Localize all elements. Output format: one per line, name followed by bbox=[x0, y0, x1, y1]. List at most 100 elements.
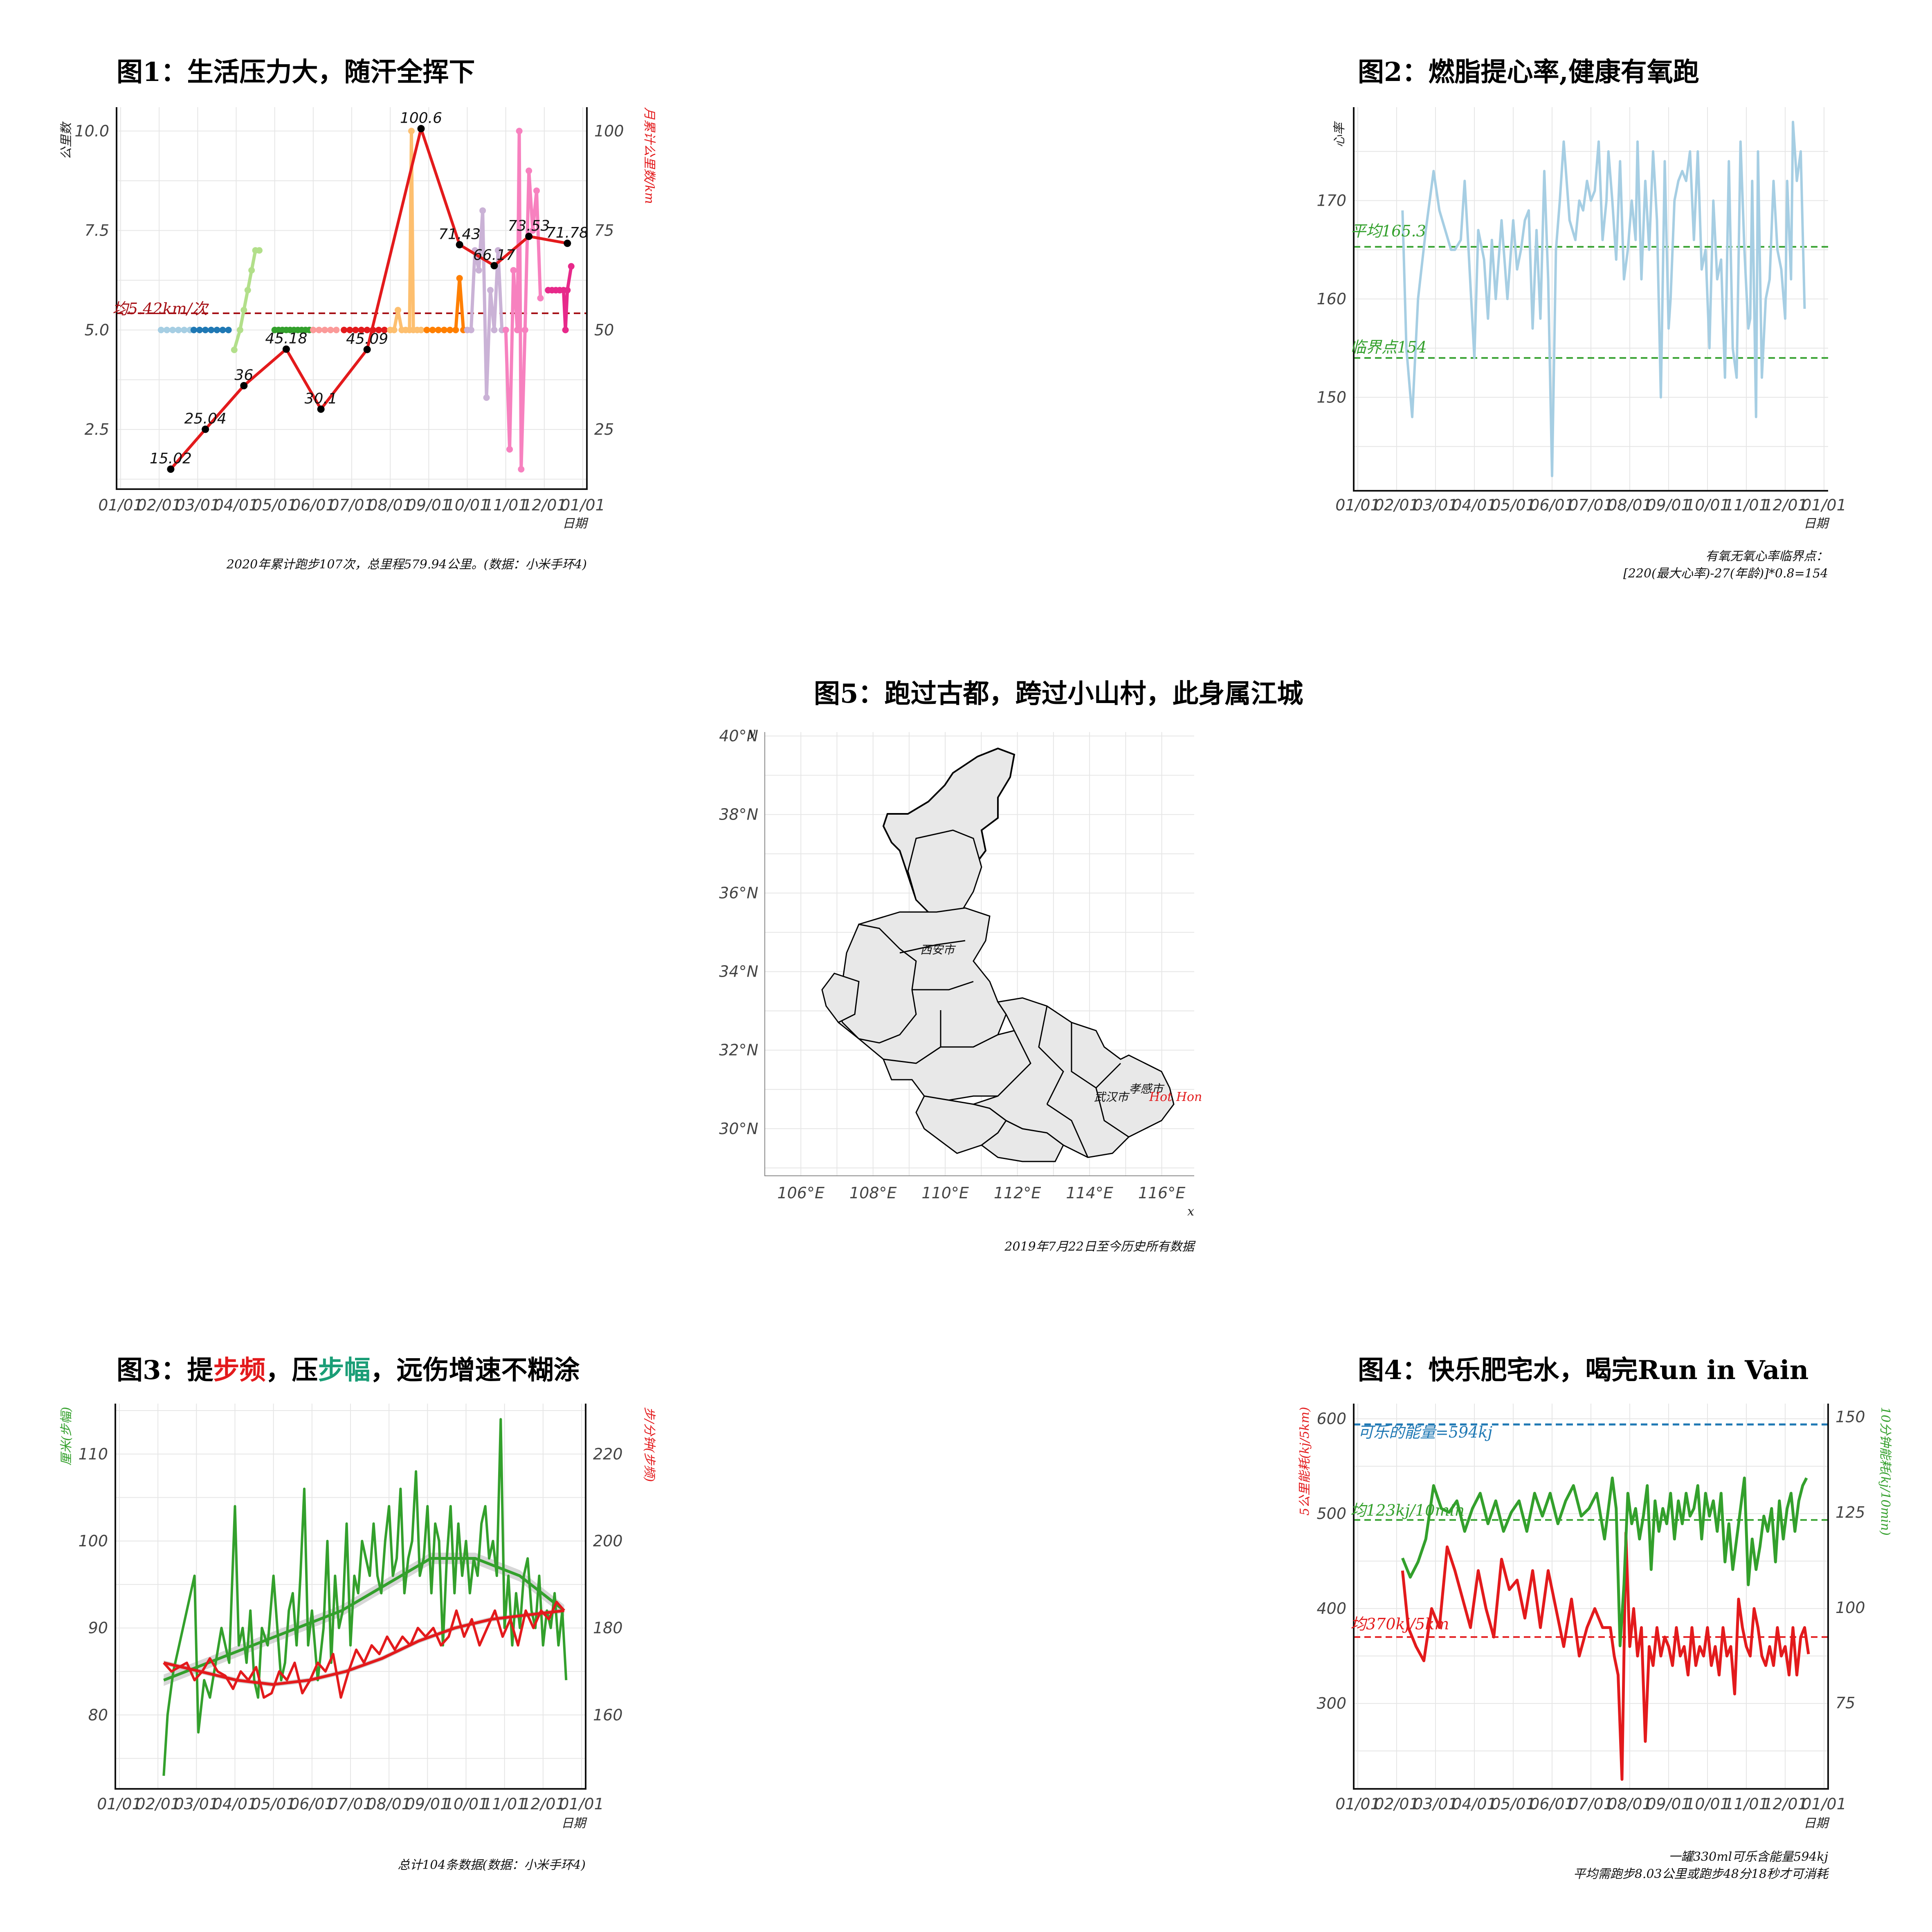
panel-4-grid bbox=[1354, 1404, 1828, 1789]
run-point bbox=[310, 326, 317, 333]
monthly-point bbox=[317, 405, 325, 413]
panel-3-confidence-band bbox=[164, 1552, 564, 1687]
y-tick-label: 40°N bbox=[719, 727, 758, 745]
y-tick-label-right: 220 bbox=[593, 1445, 623, 1463]
y-tick-label-right: 75 bbox=[594, 222, 614, 240]
y-tick-label-left: 10.0 bbox=[74, 122, 109, 140]
x-tick-label: 11/01 bbox=[482, 1795, 527, 1813]
run-point bbox=[190, 326, 197, 333]
panel-2-heart-rate-series bbox=[1401, 121, 1806, 477]
x-tick-label: 10/01 bbox=[1685, 1795, 1730, 1813]
run-point bbox=[533, 187, 540, 194]
run-point bbox=[429, 326, 436, 333]
monthly-point bbox=[202, 425, 209, 433]
panel-5-x-ticks: 106°E 108°E 110°E 112°E 114°E 116°E bbox=[777, 1184, 1185, 1202]
panel-3-y-ticks-left: 80 90 100 110 bbox=[78, 1445, 108, 1724]
monthly-point bbox=[417, 125, 425, 133]
y-tick-label-right: 200 bbox=[593, 1532, 623, 1550]
map-region-yanan bbox=[907, 829, 982, 917]
y-tick-label: 160 bbox=[1316, 290, 1346, 308]
panel-3-caption: 总计104条数据(数据：小米手环4) bbox=[398, 1858, 586, 1872]
y-tick-label: 30°N bbox=[719, 1120, 758, 1138]
panel-4-y-ticks-right: 75 100 125 150 bbox=[1835, 1408, 1865, 1712]
panel-1-monthly-cumulative-series: 15.02 25.04 36 45.18 30.1 45.09 100.6 71.43 66.1… bbox=[150, 110, 589, 473]
run-point bbox=[315, 326, 322, 333]
x-tick-label: 07/01 bbox=[329, 496, 374, 514]
x-tick-label: 12/01 bbox=[522, 496, 567, 514]
run-point bbox=[364, 326, 371, 333]
panel-3-title-part-1: 图3：提 bbox=[117, 1355, 213, 1386]
run-point bbox=[225, 326, 232, 333]
run-point bbox=[395, 307, 401, 314]
x-tick-label: 06/01 bbox=[1530, 1795, 1575, 1813]
x-tick-label: 01/01 bbox=[98, 496, 143, 514]
monthly-value-label: 30.1 bbox=[305, 390, 337, 407]
x-tick-label: 06/01 bbox=[291, 496, 336, 514]
panel-4-x-ticks: 01/0102/0103/0104/0105/0106/0107/0108/01… bbox=[1335, 1795, 1847, 1813]
panel-5-y-ticks: 30°N 32°N 34°N 36°N 38°N 40°N bbox=[719, 727, 758, 1138]
y-tick-label-right: 160 bbox=[593, 1706, 623, 1724]
run-point bbox=[516, 128, 523, 135]
panel-1-title: 图1：生活压力大，随汗全挥下 bbox=[117, 57, 475, 88]
run-point bbox=[494, 247, 501, 254]
panel-1-y-left-label: 公里数 bbox=[59, 121, 74, 160]
x-tick-label: 09/01 bbox=[1646, 496, 1691, 514]
panel-3-title-part-2: 步频 bbox=[213, 1355, 266, 1386]
monthly-point bbox=[167, 465, 175, 473]
x-tick-label: 01/01 bbox=[559, 1795, 604, 1813]
run-point bbox=[526, 167, 532, 174]
x-tick-label: 11/01 bbox=[1724, 496, 1769, 514]
y-tick-label-left: 500 bbox=[1316, 1505, 1346, 1523]
panel-2-caption-line-2: [220(最大心率)-27(年龄)]*0.8=154 bbox=[1623, 566, 1828, 581]
x-tick-label: 110°E bbox=[921, 1184, 969, 1202]
panel-4-caption-line-1: 一罐330ml可乐含能量594kj bbox=[1669, 1850, 1828, 1864]
run-point bbox=[529, 227, 536, 234]
trend-line bbox=[163, 1557, 565, 1682]
run-point bbox=[564, 287, 571, 294]
panel-5-caption: 2019年7月22日至今历史所有数据 bbox=[1004, 1240, 1196, 1254]
x-tick-label: 02/01 bbox=[1374, 496, 1419, 514]
x-tick-label: 114°E bbox=[1066, 1184, 1113, 1202]
run-point bbox=[164, 326, 170, 333]
run-point bbox=[213, 326, 220, 333]
run-point bbox=[423, 326, 430, 333]
panel-1-run-series bbox=[157, 128, 575, 473]
x-tick-label: 01/01 bbox=[1335, 496, 1380, 514]
y-tick-label-right: 125 bbox=[1835, 1503, 1865, 1521]
heart-rate-line bbox=[1401, 121, 1806, 477]
x-tick-label: 116°E bbox=[1138, 1184, 1186, 1202]
run-point bbox=[521, 326, 528, 333]
x-tick-label: 05/01 bbox=[251, 1795, 296, 1813]
province-map bbox=[821, 747, 1175, 1162]
panel-2-average-label: 平均165.3 bbox=[1350, 222, 1426, 240]
panel-4-y-ticks-left: 300 400 500 600 bbox=[1316, 1410, 1346, 1712]
run-point bbox=[506, 446, 513, 453]
panel-1-average-label: 均5.42km/次 bbox=[112, 300, 209, 318]
run-point bbox=[562, 326, 569, 333]
map-label-red: Hot Hon bbox=[1149, 1090, 1202, 1104]
monthly-value-label: 45.09 bbox=[346, 331, 388, 348]
panel-3-y-right-label: 步/分钟(步频) bbox=[642, 1407, 656, 1482]
x-tick-label: 02/01 bbox=[137, 496, 182, 514]
panel-1-x-label: 日期 bbox=[562, 517, 589, 531]
y-tick-label: 32°N bbox=[719, 1041, 758, 1059]
x-tick-label: 04/01 bbox=[1452, 1795, 1497, 1813]
panel-4-y-right-label: 10分钟能耗(kj/10min) bbox=[1878, 1407, 1892, 1536]
x-tick-label: 112°E bbox=[994, 1184, 1041, 1202]
panel-1-caption: 2020年累计跑步107次，总里程579.94公里。(数据：小米手环4) bbox=[226, 557, 587, 572]
run-line bbox=[504, 129, 542, 471]
x-tick-label: 08/01 bbox=[368, 496, 413, 514]
y-tick-label-left: 600 bbox=[1316, 1410, 1346, 1428]
run-point bbox=[181, 326, 188, 333]
panel-2-title: 图2：燃脂提心率,健康有氧跑 bbox=[1358, 57, 1699, 88]
x-tick-label: 05/01 bbox=[1491, 496, 1536, 514]
data-line bbox=[1401, 1531, 1810, 1781]
run-point bbox=[219, 326, 226, 333]
panel-2-grid bbox=[1354, 107, 1828, 491]
run-point bbox=[483, 394, 490, 401]
run-point bbox=[408, 128, 415, 135]
run-point bbox=[479, 207, 486, 214]
run-point bbox=[537, 295, 544, 301]
panel-5-y-label: y bbox=[748, 725, 756, 739]
panel-5-axes-frame bbox=[764, 732, 1194, 1176]
